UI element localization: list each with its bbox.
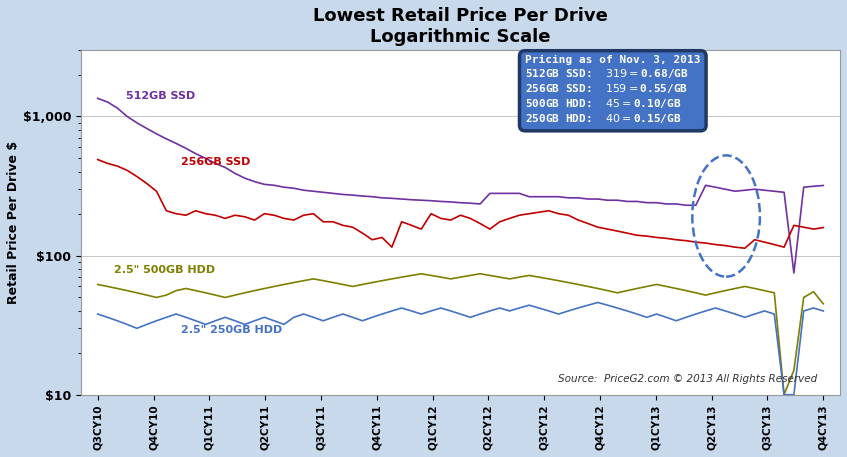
Text: Source:  PriceG2.com © 2013 All Rights Reserved: Source: PriceG2.com © 2013 All Rights Re… bbox=[558, 374, 817, 384]
Text: 512GB SSD: 512GB SSD bbox=[125, 90, 195, 101]
Text: 2.5" 500GB HDD: 2.5" 500GB HDD bbox=[114, 266, 215, 276]
Text: Pricing as of Nov. 3, 2013
512GB SSD:  $319 = $0.68/GB
256GB SSD:  $159= $0.55/G: Pricing as of Nov. 3, 2013 512GB SSD: $3… bbox=[525, 55, 700, 125]
Text: 256GB SSD: 256GB SSD bbox=[181, 158, 251, 167]
Title: Lowest Retail Price Per Drive
Logarithmic Scale: Lowest Retail Price Per Drive Logarithmi… bbox=[313, 7, 608, 46]
Text: 2.5" 250GB HDD: 2.5" 250GB HDD bbox=[181, 324, 283, 335]
Y-axis label: Retail Price Per Drive $: Retail Price Per Drive $ bbox=[7, 141, 20, 304]
